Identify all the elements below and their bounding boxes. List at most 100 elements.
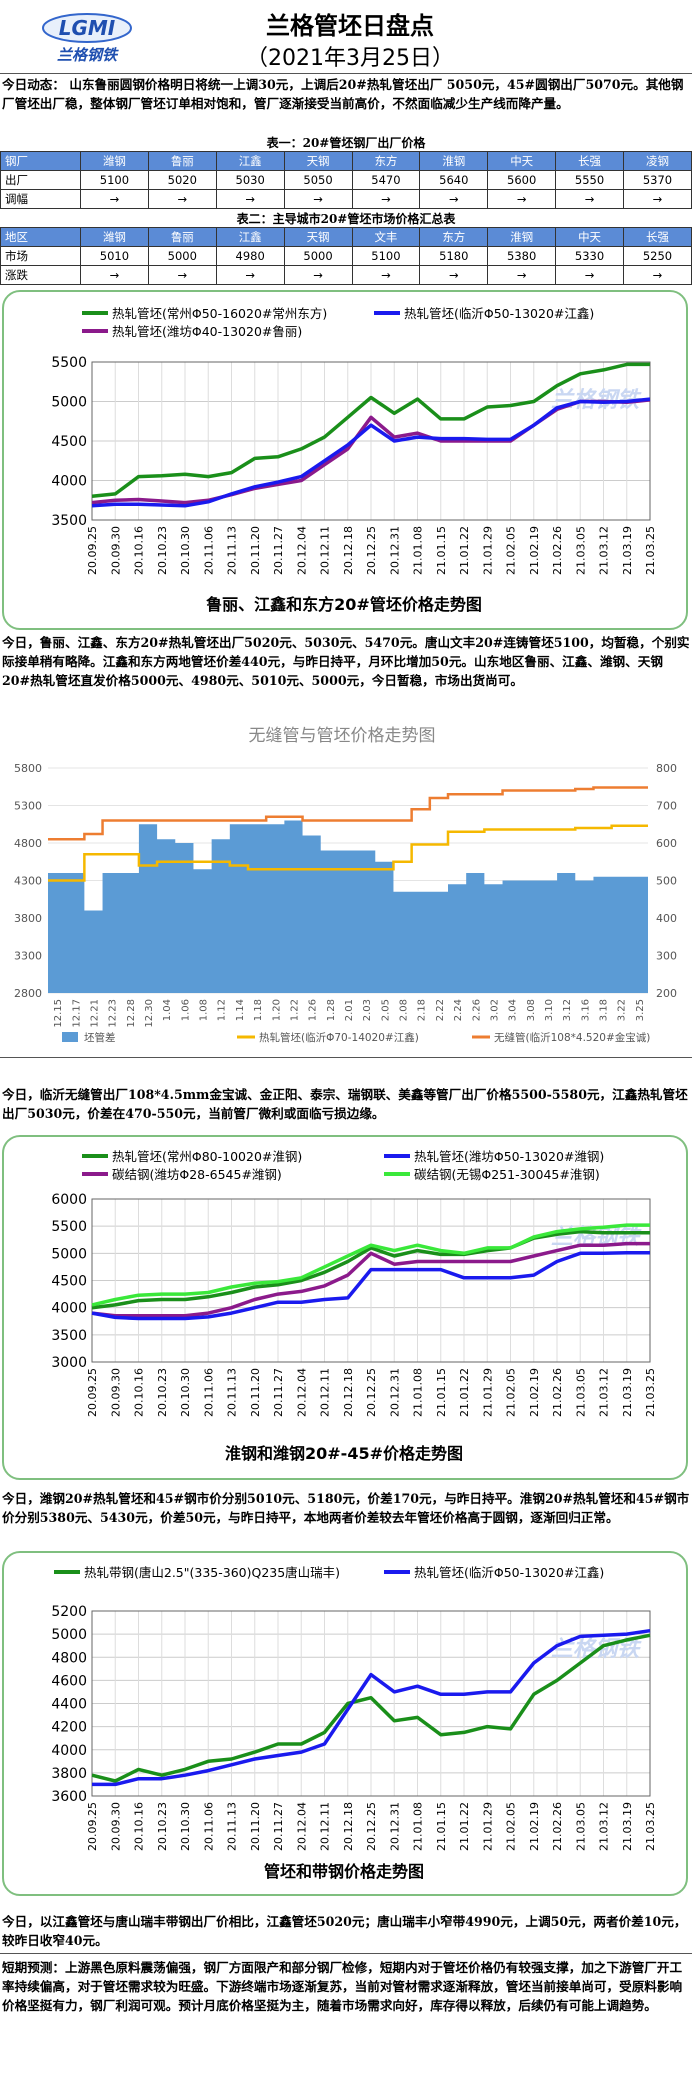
table2-header-row: 地区 潍钢 鲁丽 江鑫 天钢 文丰 东方 淮钢 中天 长强 xyxy=(0,227,692,247)
legend-label: 热轧管坯(潍坊Φ40-13020#鲁丽) xyxy=(112,324,302,339)
x-tick-label: 21.01.15 xyxy=(435,1368,448,1417)
y-tick-label: 3600 xyxy=(51,1789,87,1805)
report-header: LGMI 兰格钢铁 兰格管坯日盘点 （2021年3月25日） xyxy=(0,0,692,72)
series-line xyxy=(91,1229,650,1310)
table-cell: → xyxy=(623,189,692,209)
legend-label: 无缝管(临沂108*4.520#金宝诚) xyxy=(494,1031,650,1044)
table-header-cell: 潍钢 xyxy=(80,151,149,171)
table-header-cell: 鲁丽 xyxy=(147,151,217,171)
table-cell: 5010 xyxy=(80,246,149,266)
table-header-cell: 地区 xyxy=(0,227,81,247)
table-cell: → xyxy=(487,265,557,285)
x-tick-label: 20.10.16 xyxy=(133,1368,146,1417)
plot-area xyxy=(91,1198,651,1363)
table-cell: 5000 xyxy=(283,246,353,266)
x-tick-label: 20.11.06 xyxy=(202,1802,215,1851)
table2-title: 表二：主导城市20#管坯市场价格汇总表 xyxy=(236,212,456,226)
legend-swatch xyxy=(62,1032,78,1042)
y2-tick-label: 200 xyxy=(656,987,677,1000)
table-cell: 5380 xyxy=(487,246,557,266)
table-cell: 5470 xyxy=(351,170,421,190)
x-tick-label: 21.01.29 xyxy=(481,526,494,575)
table-cell: → xyxy=(351,265,421,285)
x-tick-label: 20.11.13 xyxy=(226,526,239,575)
x-tick-label: 2.03 xyxy=(362,999,373,1021)
x-tick-label: 20.12.18 xyxy=(342,1368,355,1417)
table-cell: → xyxy=(487,189,557,209)
table-header-cell: 天钢 xyxy=(283,227,353,247)
x-tick-label: 3.12 xyxy=(562,999,573,1021)
table-cell: → xyxy=(623,265,692,285)
y-tick-label: 3800 xyxy=(51,1766,87,1782)
table-cell: → xyxy=(147,265,217,285)
chart-title: 淮钢和潍钢20#-45#价格走势图 xyxy=(225,1444,463,1463)
y2-tick-label: 500 xyxy=(656,875,677,888)
chart4-frame: 3600 3800 4000 4200 4400 4600 4800 5000 5200 20.0… xyxy=(2,1551,688,1896)
y-tick-label: 5000 xyxy=(51,395,87,411)
x-tick-label: 20.10.30 xyxy=(179,1368,192,1417)
y-tick-label: 5800 xyxy=(14,762,42,775)
table-header-cell: 天钢 xyxy=(283,151,353,171)
y2-tick-label: 800 xyxy=(656,762,677,775)
legend-label: 热轧管坯(临沂Φ50-13020#江鑫) xyxy=(404,306,594,321)
x-tick-label: 1.06 xyxy=(180,999,191,1021)
x-tick-label: 20.12.25 xyxy=(365,526,378,575)
x-tick-label: 21.03.19 xyxy=(621,526,634,575)
table-cell: 4980 xyxy=(215,246,285,266)
table-header-cell: 中天 xyxy=(487,151,557,171)
y-tick-label: 5000 xyxy=(51,1627,87,1643)
series-line xyxy=(91,1251,650,1321)
y2-tick-label: 600 xyxy=(656,837,677,850)
x-tick-label: 20.12.04 xyxy=(295,526,308,575)
x-tick-label: 20.11.20 xyxy=(249,1368,262,1417)
table-cell: 5000 xyxy=(147,246,217,266)
x-tick-label: 12.17 xyxy=(71,999,82,1028)
x-tick-label: 20.10.23 xyxy=(156,1368,169,1417)
table-cell: 5020 xyxy=(147,170,217,190)
x-tick-label: 21.01.22 xyxy=(458,526,471,575)
y-tick-label: 4500 xyxy=(51,1274,87,1290)
chart3: 3000 3500 4000 4500 5000 5500 6000 20.09.25 20.0… xyxy=(51,1149,657,1463)
y-tick-label: 4000 xyxy=(51,1301,87,1317)
x-tick-label: 21.03.05 xyxy=(574,526,587,575)
x-tick-label: 12.21 xyxy=(89,999,100,1028)
legend-label: 热轧带钢(唐山2.5"(335-360)Q235唐山瑞丰) xyxy=(84,1565,340,1580)
page-subtitle: （2021年3月25日） xyxy=(246,46,454,71)
series-line xyxy=(91,397,651,508)
table-header-cell: 东方 xyxy=(419,227,489,247)
x-tick-label: 21.01.08 xyxy=(412,1368,425,1417)
y-tick-label: 4400 xyxy=(51,1697,87,1713)
table-header-cell: 江鑫 xyxy=(215,151,285,171)
series-line xyxy=(91,1223,650,1307)
x-tick-label: 1.14 xyxy=(235,999,246,1021)
x-tick-label: 20.09.30 xyxy=(109,1802,122,1851)
x-tick-label: 21.03.12 xyxy=(598,1802,611,1851)
table-cell: → xyxy=(555,265,624,285)
plot-area xyxy=(91,361,651,521)
table-header-cell: 淮钢 xyxy=(419,151,489,171)
x-tick-label: 2.18 xyxy=(417,999,428,1021)
table-cell: 5030 xyxy=(215,170,285,190)
legend-label: 热轧管坯(临沂Φ70-14020#江鑫) xyxy=(259,1031,419,1044)
x-tick-label: 21.01.08 xyxy=(412,1802,425,1851)
x-tick-label: 21.01.22 xyxy=(458,1368,471,1417)
x-tick-label: 20.11.06 xyxy=(202,1368,215,1417)
x-tick-label: 21.03.19 xyxy=(621,1802,634,1851)
x-tick-label: 20.12.31 xyxy=(388,526,401,575)
legend-label: 热轧管坯(常州Φ80-10020#淮钢) xyxy=(112,1149,302,1164)
x-tick-label: 21.03.25 xyxy=(644,1368,657,1417)
x-tick-label: 20.11.27 xyxy=(272,1368,285,1417)
y-tick-label: 3300 xyxy=(14,950,42,963)
x-tick-label: 20.10.30 xyxy=(179,1802,192,1851)
table-cell: 5370 xyxy=(623,170,692,190)
x-tick-label: 20.09.25 xyxy=(86,1802,99,1851)
x-tick-label: 1.22 xyxy=(289,999,300,1021)
divider xyxy=(0,1953,692,1954)
table-header-cell: 东方 xyxy=(351,151,421,171)
x-tick-label: 20.10.16 xyxy=(133,526,146,575)
table-cell: → xyxy=(419,189,489,209)
y-tick-label: 2800 xyxy=(14,987,42,1000)
table-header-cell: 钢厂 xyxy=(0,151,81,171)
x-tick-label: 12.23 xyxy=(108,999,119,1028)
x-tick-label: 1.04 xyxy=(162,999,173,1021)
